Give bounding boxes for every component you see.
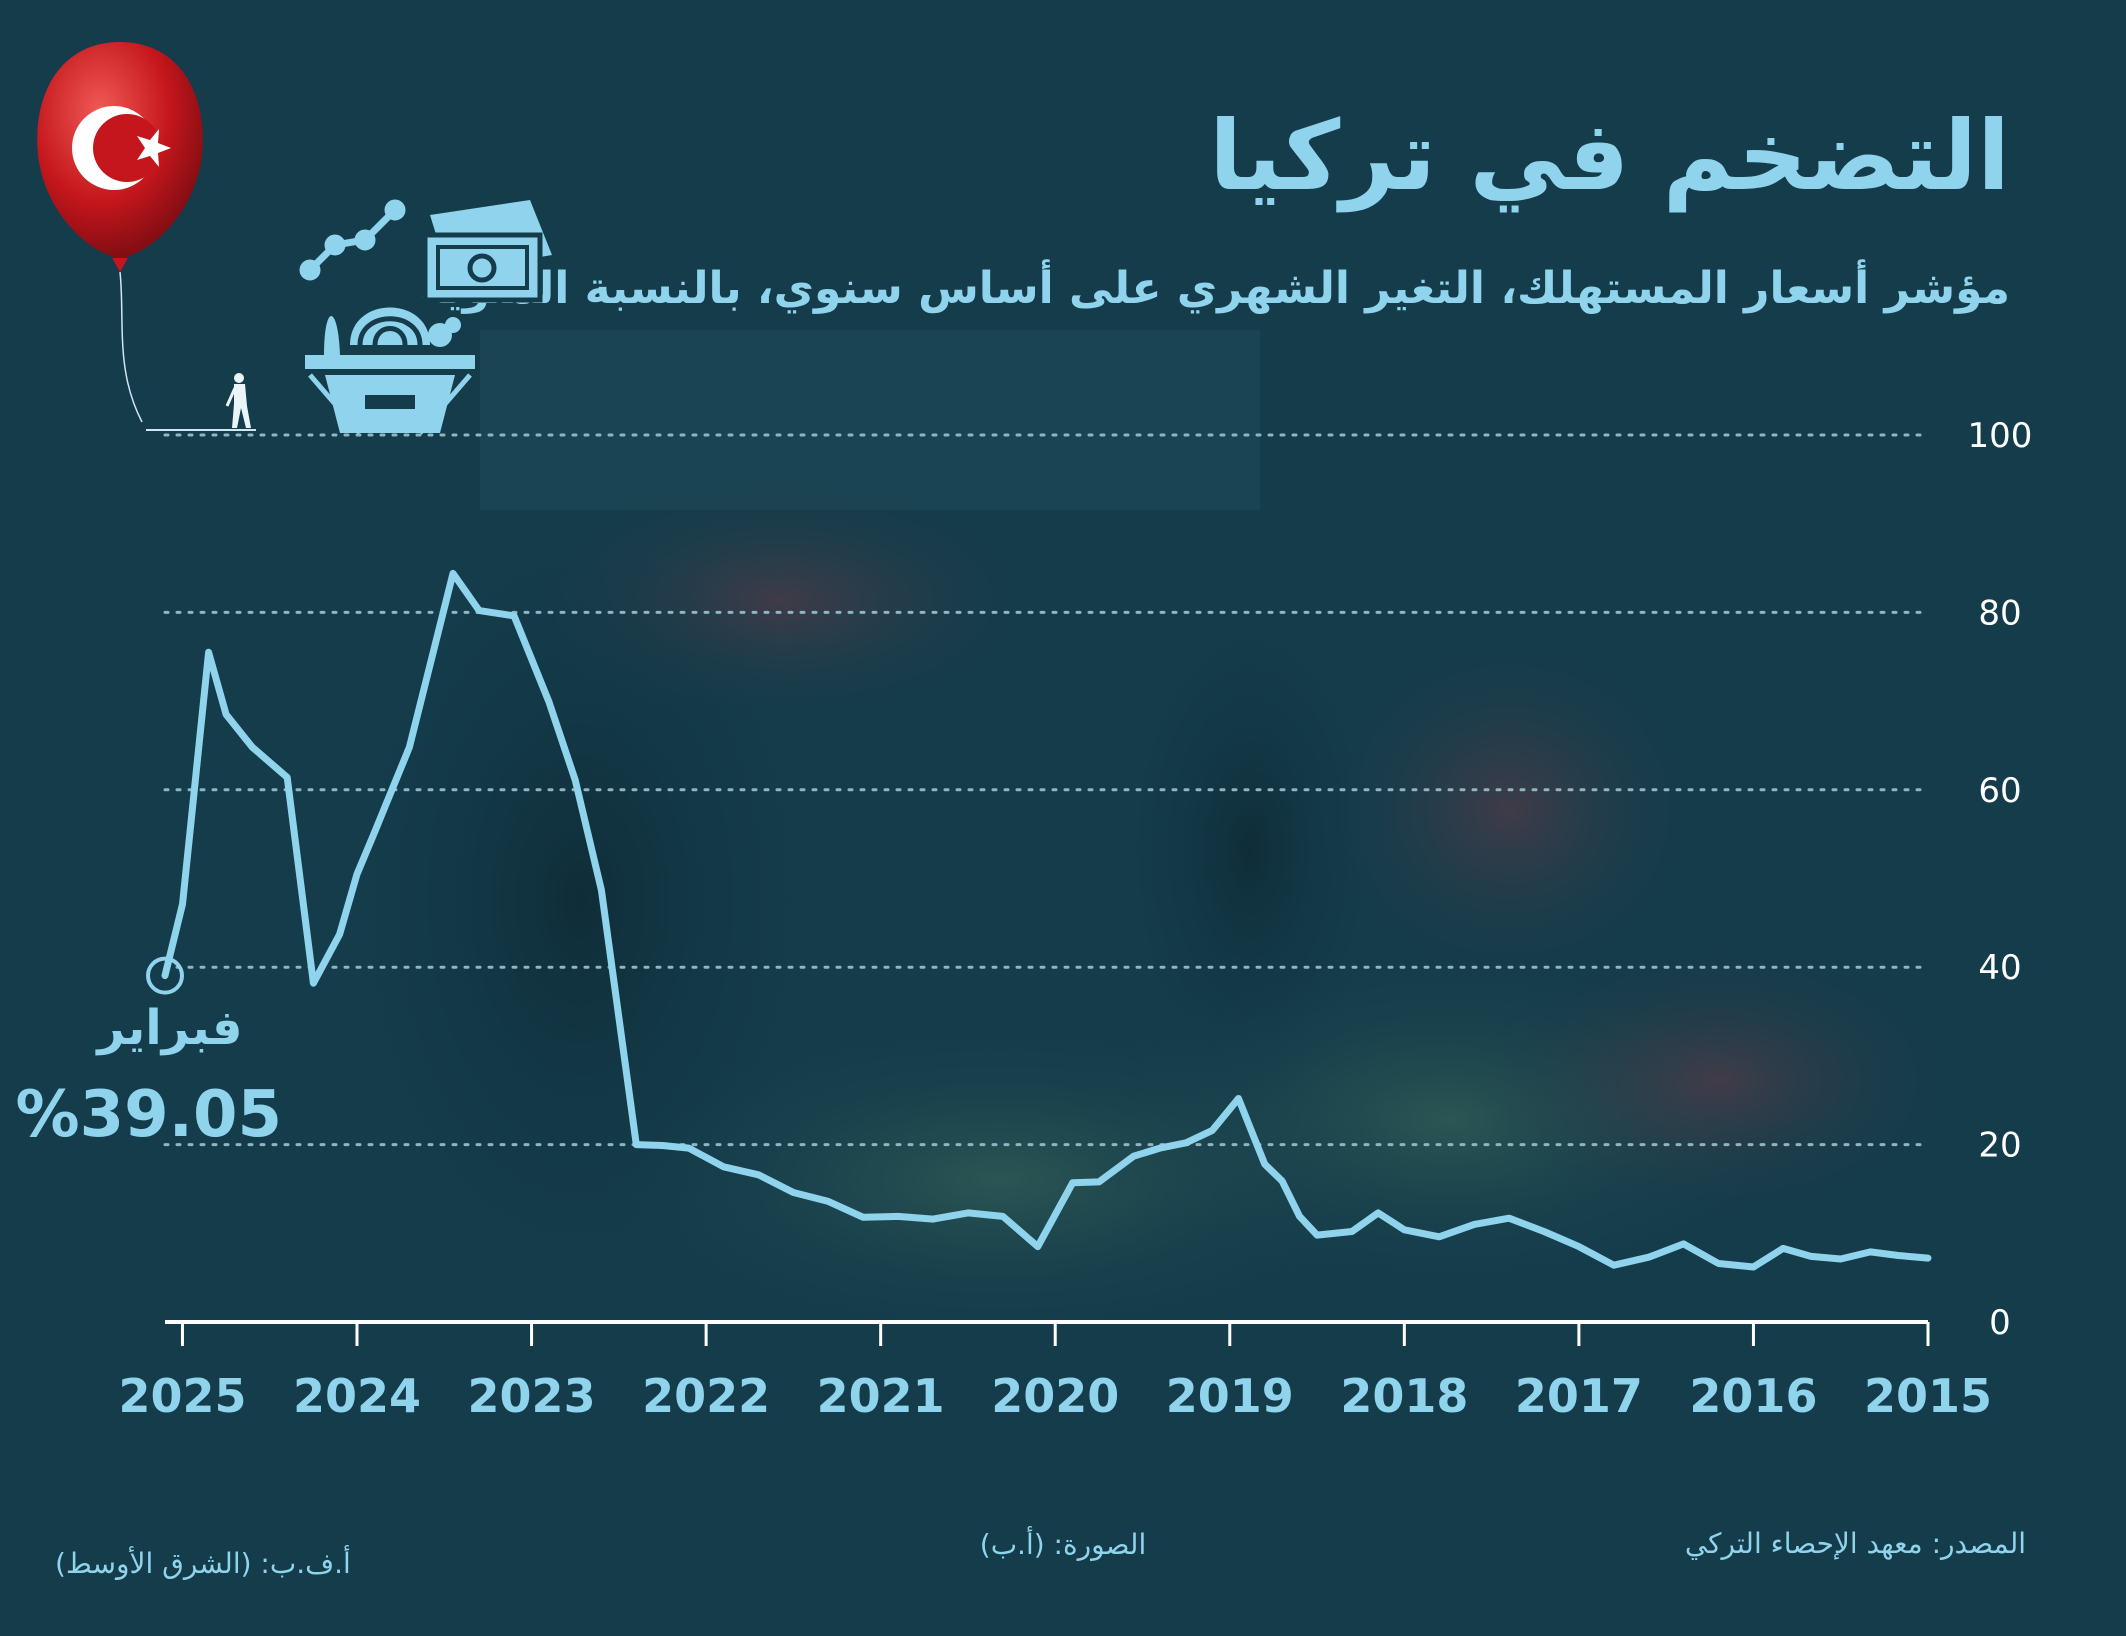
- y-tick-label: 40: [1978, 948, 2021, 988]
- latest-value-label: %39.05: [15, 1078, 282, 1152]
- x-tick-label: 2016: [1689, 1369, 1817, 1423]
- turkish-flag-balloon-icon: [37, 42, 256, 431]
- x-tick-label: 2022: [642, 1369, 770, 1423]
- x-tick-label: 2021: [817, 1369, 945, 1423]
- x-tick-label: 2024: [293, 1369, 421, 1423]
- grid-lines: [163, 433, 1930, 1147]
- latest-value-marker: [146, 956, 184, 995]
- inflation-illustration: [299, 199, 552, 435]
- y-tick-label: 20: [1978, 1126, 2021, 1166]
- latest-month-label: فبراير: [97, 1000, 243, 1056]
- line-trend-icon: [299, 199, 406, 281]
- y-axis-tick-labels: 0 20 40 60 80 100: [1968, 416, 2033, 1343]
- chart-title: التضخم في تركيا: [1209, 100, 2010, 212]
- series-layer: [161, 569, 1932, 1271]
- shopping-basket-icon: [305, 307, 475, 435]
- x-tick-label: 2018: [1340, 1369, 1468, 1423]
- person-icon: [225, 373, 251, 428]
- photo-credit: الصورة: (أ.ب): [979, 1528, 1147, 1561]
- y-tick-label: 80: [1978, 593, 2021, 633]
- x-tick-label: 2019: [1166, 1369, 1294, 1423]
- chart-subtitle: مؤشر أسعار المستهلك، التغير الشهري على أ…: [419, 263, 2010, 314]
- x-tick-label: 2015: [1864, 1369, 1992, 1423]
- y-tick-label: 100: [1968, 416, 2033, 456]
- agency-credit: أ.ف.ب: (الشرق الأوسط): [55, 1547, 351, 1580]
- y-tick-label: 0: [1989, 1303, 2011, 1343]
- x-axis-ticks: 2015 2016 2017 2018 2019 2020 2021 2022 2023 2024…: [118, 1322, 1992, 1423]
- x-tick-label: 2023: [468, 1369, 596, 1423]
- marker-layer: [146, 956, 184, 995]
- x-tick-label: 2017: [1515, 1369, 1643, 1423]
- x-tick-label: 2025: [118, 1369, 246, 1423]
- banknote-icon: [422, 200, 552, 303]
- inflation-series-line: [161, 569, 1932, 1271]
- y-tick-label: 60: [1978, 771, 2021, 811]
- source-note: المصدر: معهد الإحصاء التركي: [1684, 1527, 2026, 1560]
- x-tick-label: 2020: [991, 1369, 1119, 1423]
